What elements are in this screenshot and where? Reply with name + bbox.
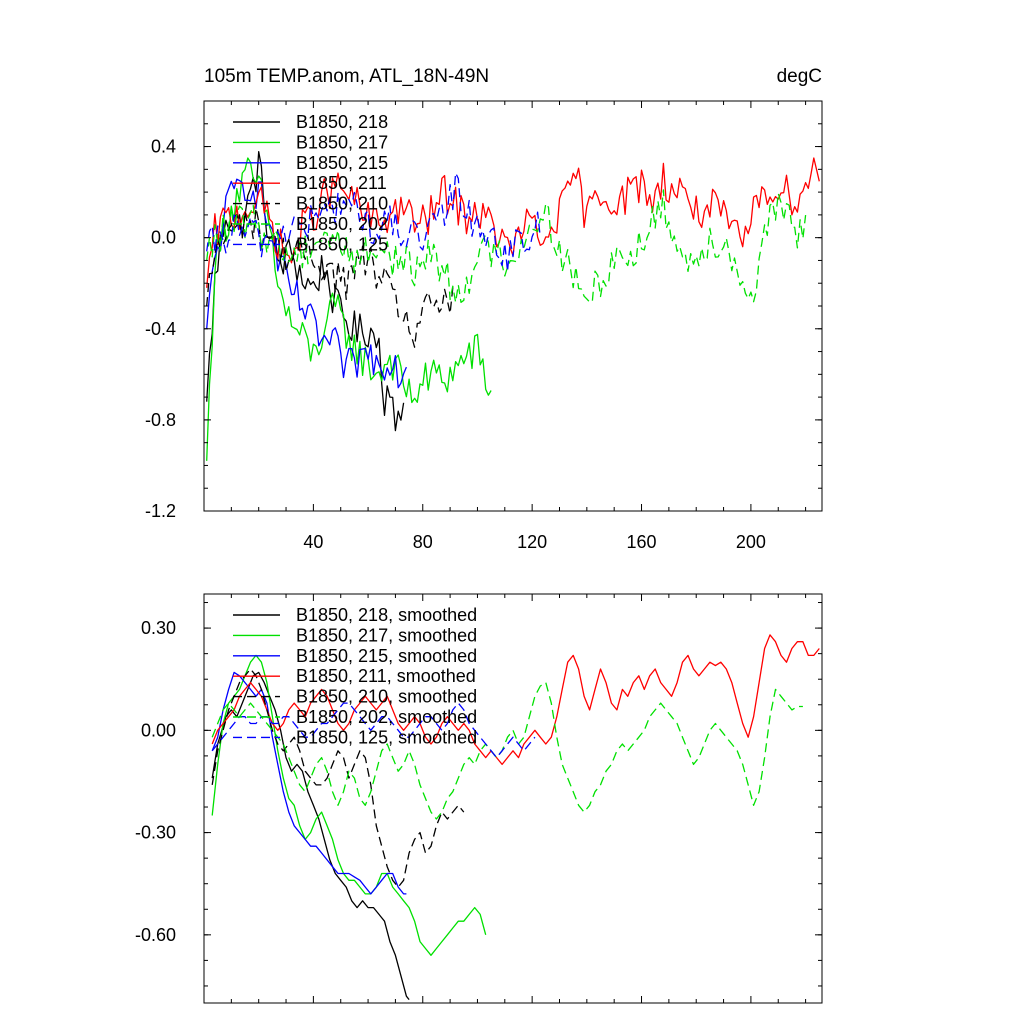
series-line-5	[206, 207, 454, 348]
legend-label: B1850, 125	[296, 234, 388, 254]
chart-title: 105m TEMP.anom, ATL_18N-49N	[204, 66, 489, 87]
y-tick-label: -0.8	[145, 410, 176, 430]
x-tick-label: 40	[303, 532, 323, 552]
series-line-6	[211, 681, 803, 820]
series-line-3	[206, 178, 407, 389]
series-line-4	[211, 634, 820, 766]
x-tick-label: 160	[626, 532, 656, 552]
legend-label: B1850, 210	[296, 194, 388, 214]
series-line-2	[211, 654, 487, 956]
series-line-3	[211, 671, 407, 895]
legend-label: B1850, 215, smoothed	[296, 646, 477, 666]
legend-label: B1850, 202	[296, 214, 388, 234]
series-line-7	[206, 172, 541, 273]
series-line-2	[206, 157, 492, 461]
y-tick-label: 0.0	[151, 228, 176, 248]
y-tick-label: -0.30	[135, 823, 176, 843]
y-tick-label: 0.30	[141, 618, 176, 638]
series-line-1	[211, 671, 410, 1001]
y-tick-label: 0.00	[141, 720, 176, 740]
series-line-6	[206, 189, 807, 304]
legend-label: B1850, 217, smoothed	[296, 625, 477, 645]
units-label: degC	[777, 66, 822, 87]
legend-label: B1850, 202, smoothed	[296, 707, 477, 727]
legend-label: B1850, 218, smoothed	[296, 605, 477, 625]
y-tick-label: 0.4	[151, 137, 176, 157]
y-tick-label: -1.2	[145, 501, 176, 521]
legend-label: B1850, 210, smoothed	[296, 687, 477, 707]
series-line-1	[206, 151, 405, 432]
y-tick-label: -0.4	[145, 319, 176, 339]
legend-label: B1850, 125, smoothed	[296, 727, 477, 747]
raw-panel: 40 80 120 160 200 0.4 0.0 -0.4 -0.8 -1.2 B1850, 21…	[145, 100, 823, 552]
x-tick-label: 80	[413, 532, 433, 552]
y-tick-label: -0.60	[135, 925, 176, 945]
legend-label: B1850, 211	[296, 173, 387, 193]
legend-label: B1850, 218	[296, 112, 388, 132]
x-tick-label: 200	[736, 532, 766, 552]
legend-label: B1850, 211, smoothed	[296, 666, 476, 686]
series-line-5	[211, 668, 465, 888]
plot-frame	[203, 593, 823, 1004]
legend-label: B1850, 217	[296, 132, 388, 152]
legend-label: B1850, 215	[296, 153, 388, 173]
x-tick-label: 120	[517, 532, 547, 552]
